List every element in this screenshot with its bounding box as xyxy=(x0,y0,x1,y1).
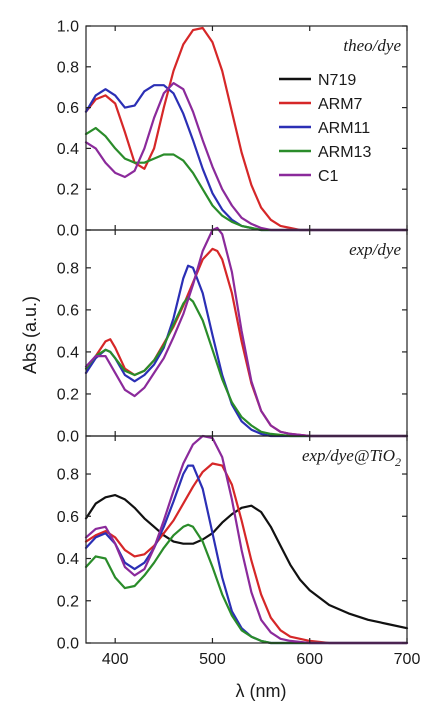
series-line-n719 xyxy=(84,494,409,630)
legend-label: ARM7 xyxy=(318,96,363,113)
panel-2: 0.0 0.2 0.4 0.6 0.8 exp/dye xyxy=(57,226,409,446)
y-tick-label: 0.2 xyxy=(57,386,79,403)
y-tick-label: 0.6 xyxy=(57,302,79,319)
x-tick-label: 400 xyxy=(102,651,129,668)
y-tick-label: 0.8 xyxy=(57,260,79,277)
panel-frame xyxy=(85,435,408,644)
y-tick-label: 0.0 xyxy=(57,429,79,446)
panel-1: 0.0 0.2 0.4 0.6 0.8 1.0 theo/dye xyxy=(57,19,409,240)
legend-item-n719: N719 xyxy=(279,72,356,89)
y-tick-label: 0.0 xyxy=(57,223,79,240)
x-tick-label: 500 xyxy=(199,651,226,668)
panel-3: 0.0 0.2 0.4 0.6 0.8 exp/dye@TiO2 xyxy=(57,434,409,653)
y-tick-label: 0.6 xyxy=(57,100,79,117)
panel-title: exp/dye xyxy=(349,240,401,259)
series-line-arm13 xyxy=(84,523,409,645)
legend: N719 ARM7 ARM11 ARM13 C1 xyxy=(279,72,371,185)
legend-item-arm11: ARM11 xyxy=(279,120,370,137)
series-line-arm7 xyxy=(84,247,409,438)
panel-frame xyxy=(85,229,408,437)
y-tick-label: 1.0 xyxy=(57,19,79,36)
x-tick-label: 600 xyxy=(296,651,323,668)
legend-label: ARM13 xyxy=(318,144,371,161)
y-tick-label: 0.4 xyxy=(57,141,79,158)
y-tick-label: 0.2 xyxy=(57,182,79,199)
panel-title: theo/dye xyxy=(343,36,401,55)
legend-item-arm13: ARM13 xyxy=(279,144,371,161)
x-axis-label: λ (nm) xyxy=(236,681,287,701)
y-tick-label: 0.6 xyxy=(57,509,79,526)
y-tick-label: 0.4 xyxy=(57,344,79,361)
plot-area: 0.00.20.40.60.81.0theo/dye0.00.20.40.60.… xyxy=(57,19,421,669)
legend-item-c1: C1 xyxy=(279,168,339,185)
y-tick-label: 0.8 xyxy=(57,467,79,484)
x-tick-label: 700 xyxy=(394,651,421,668)
legend-label: ARM11 xyxy=(318,120,370,137)
legend-label: C1 xyxy=(318,168,339,185)
y-tick-label: 0.2 xyxy=(57,593,79,610)
legend-label: N719 xyxy=(318,72,356,89)
series-line-c1 xyxy=(84,226,409,438)
legend-item-arm7: ARM7 xyxy=(279,96,363,113)
y-tick-label: 0.0 xyxy=(57,636,79,653)
series-line-arm7 xyxy=(84,462,409,645)
series-line-c1 xyxy=(84,434,409,645)
panel-title: exp/dye@TiO2 xyxy=(302,446,401,469)
y-tick-label: 0.4 xyxy=(57,551,79,568)
y-tick-label: 0.8 xyxy=(57,59,79,76)
y-axis-label: Abs (a.u.) xyxy=(20,296,40,374)
